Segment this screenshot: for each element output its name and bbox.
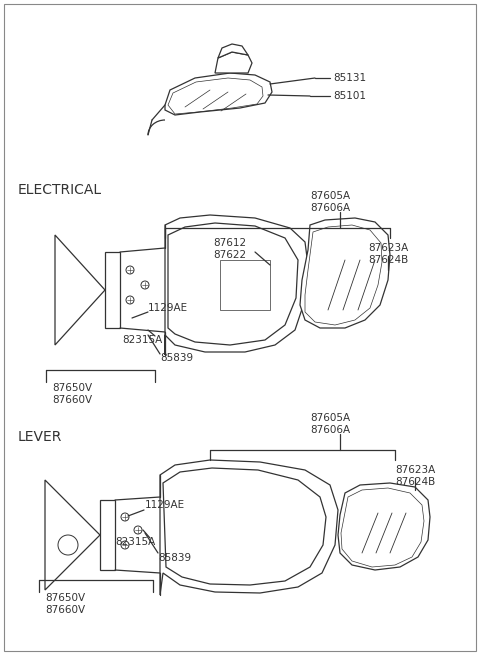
Text: 1129AE: 1129AE — [145, 500, 185, 510]
Text: 87660V: 87660V — [52, 395, 92, 405]
Text: 87650V: 87650V — [52, 383, 92, 393]
Polygon shape — [165, 73, 272, 115]
Text: 87623A: 87623A — [395, 465, 435, 475]
Text: LEVER: LEVER — [18, 430, 62, 444]
Text: 87606A: 87606A — [310, 425, 350, 435]
Text: 82315A: 82315A — [122, 335, 162, 345]
Text: 85131: 85131 — [333, 73, 366, 83]
Polygon shape — [160, 460, 338, 595]
Text: 87624B: 87624B — [395, 477, 435, 487]
Polygon shape — [100, 500, 115, 570]
Text: 87624B: 87624B — [368, 255, 408, 265]
Text: ELECTRICAL: ELECTRICAL — [18, 183, 102, 197]
Text: 1129AE: 1129AE — [148, 303, 188, 313]
Polygon shape — [165, 215, 308, 355]
Text: 87660V: 87660V — [45, 605, 85, 615]
Text: 87606A: 87606A — [310, 203, 350, 213]
Text: 87605A: 87605A — [310, 191, 350, 201]
Text: 87623A: 87623A — [368, 243, 408, 253]
Polygon shape — [215, 52, 252, 73]
Text: 85839: 85839 — [160, 353, 193, 363]
Polygon shape — [338, 483, 430, 570]
Polygon shape — [105, 252, 120, 328]
Text: 87622: 87622 — [213, 250, 246, 260]
Text: 87605A: 87605A — [310, 413, 350, 423]
Text: 85839: 85839 — [158, 553, 191, 563]
Text: 87650V: 87650V — [45, 593, 85, 603]
Text: 85101: 85101 — [333, 91, 366, 101]
Polygon shape — [300, 218, 390, 328]
Text: 82315A: 82315A — [115, 537, 155, 547]
Text: 87612: 87612 — [213, 238, 246, 248]
Polygon shape — [218, 44, 248, 58]
